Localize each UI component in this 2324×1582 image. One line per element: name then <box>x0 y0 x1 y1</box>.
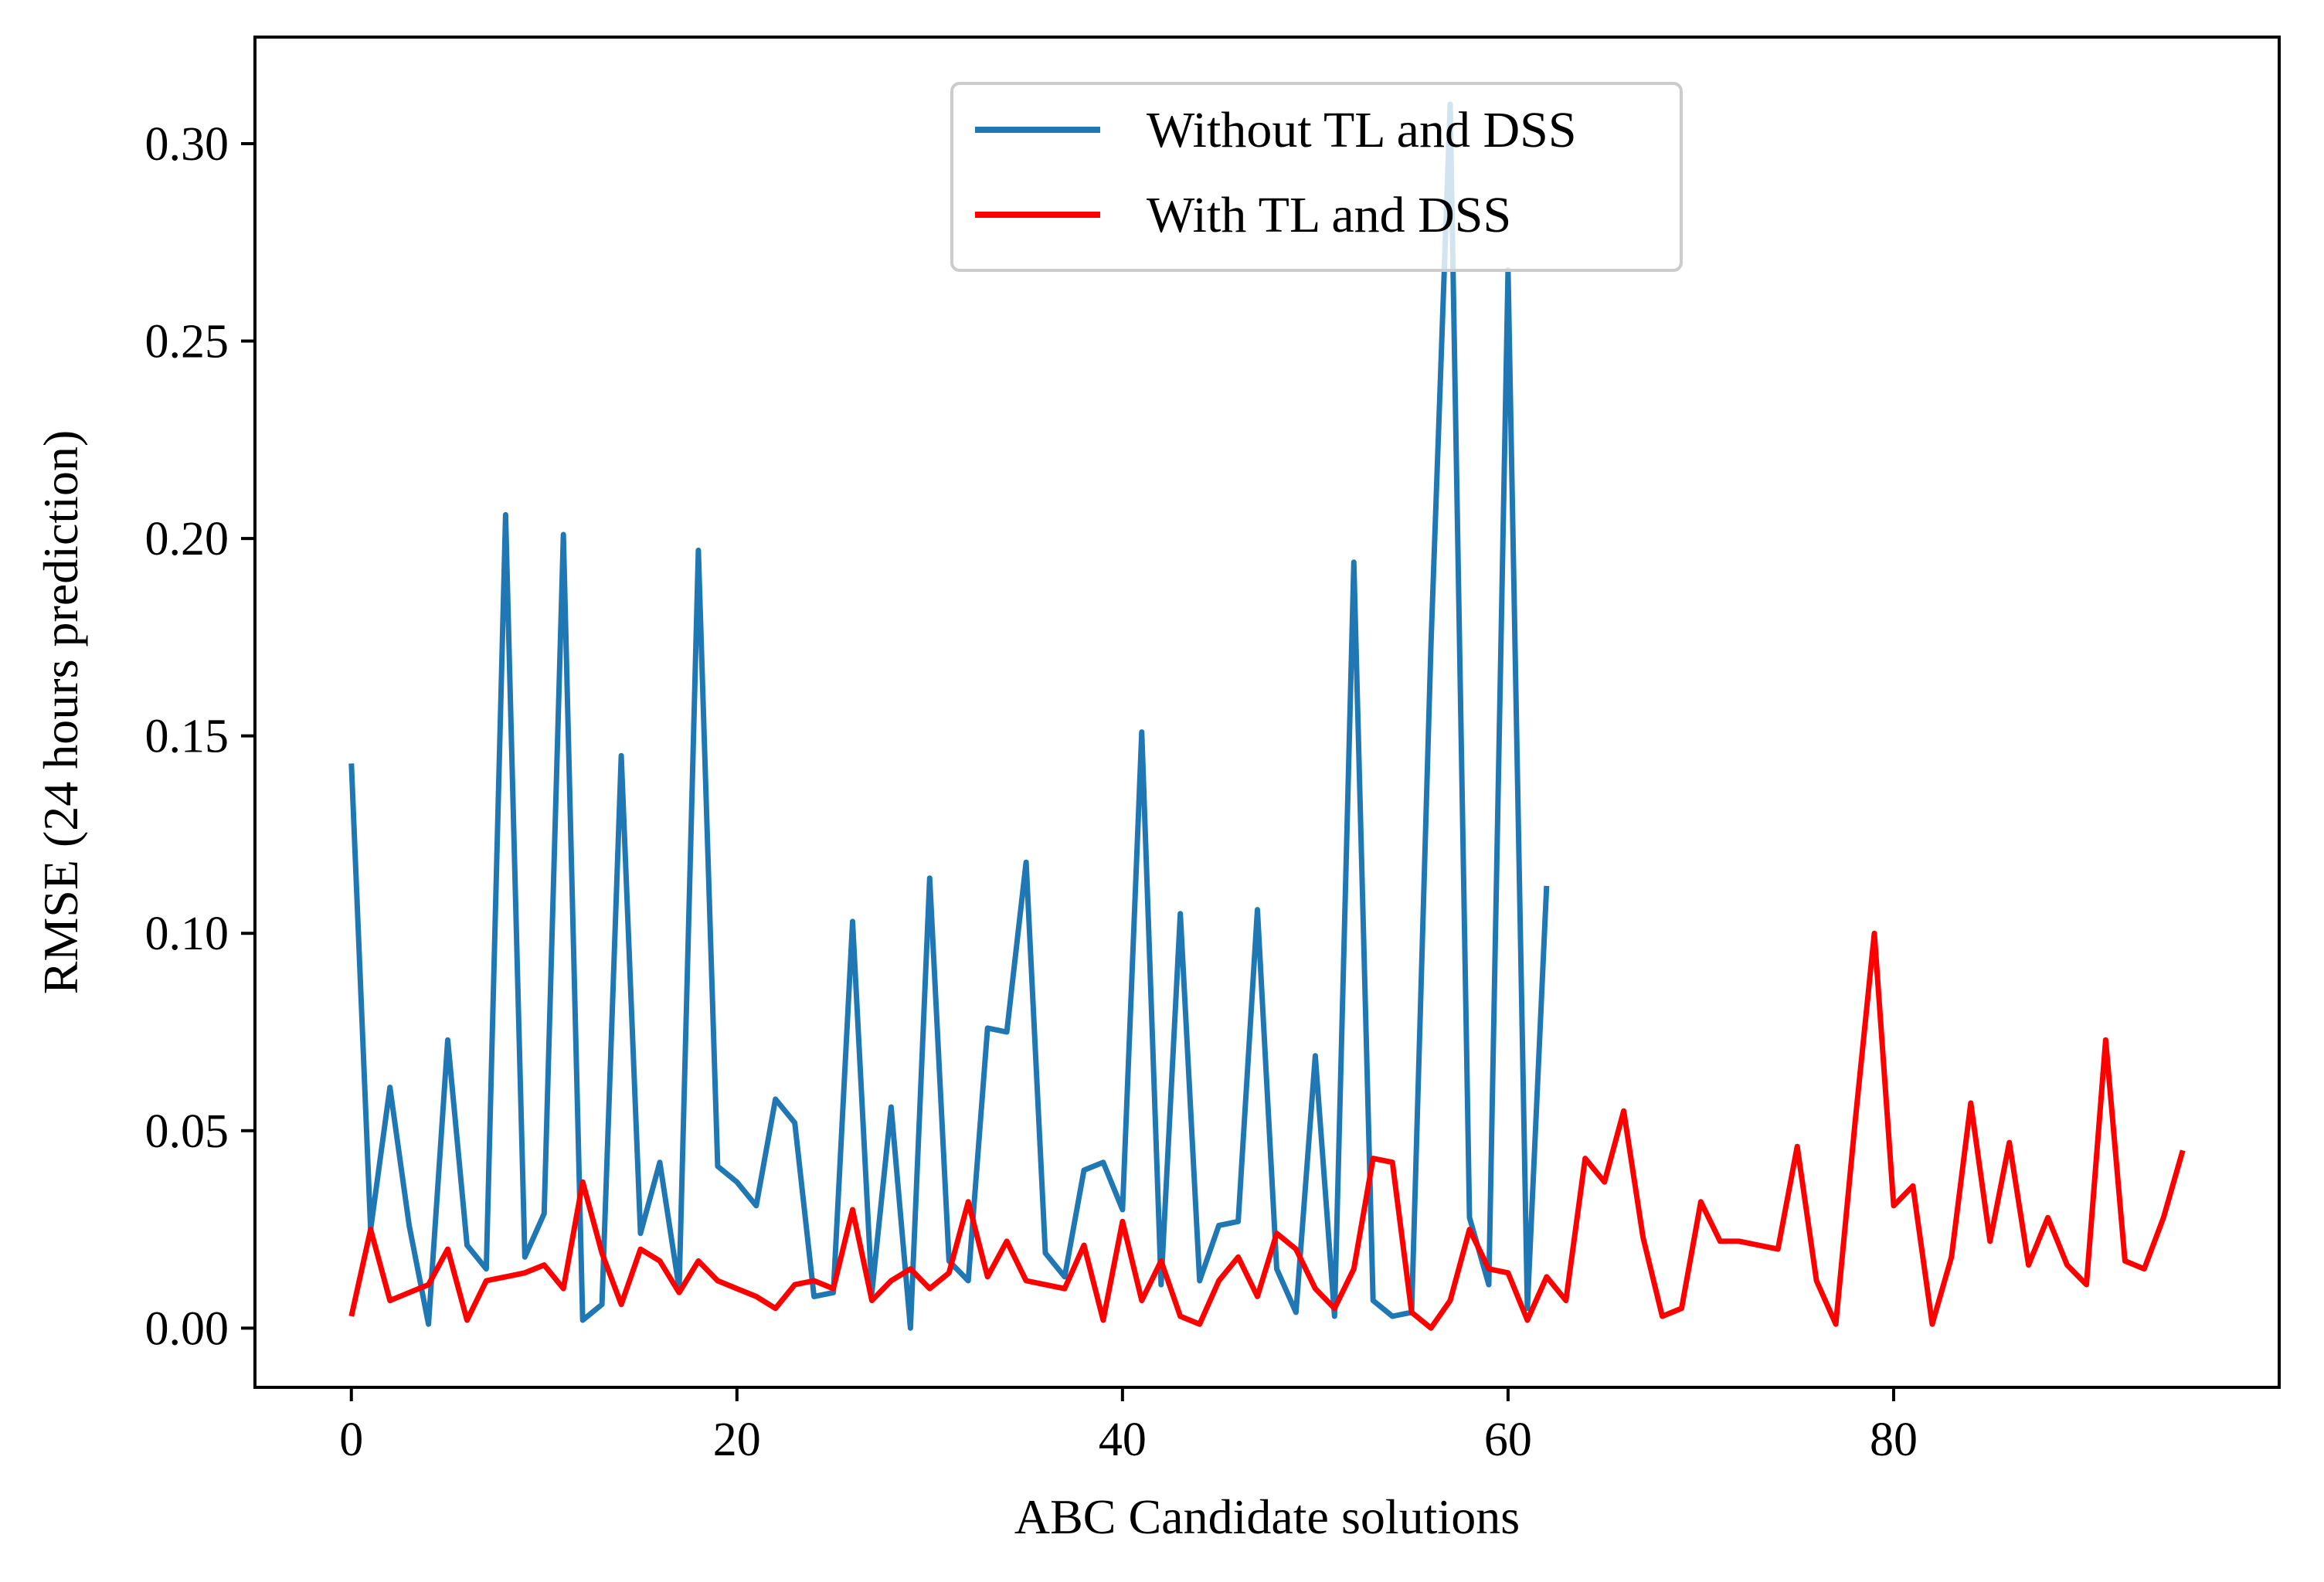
plot-frame <box>253 36 2281 1389</box>
x-tick-label: 40 <box>1099 1414 1147 1466</box>
legend-box <box>950 82 1683 272</box>
y-axis-title: RMSE (24 hours prediction) <box>33 430 88 995</box>
x-tick-label: 80 <box>1870 1414 1918 1466</box>
x-axis-title: ABC Candidate solutions <box>1014 1489 1520 1544</box>
y-tick-label: 0.15 <box>145 711 229 763</box>
x-tick-label: 60 <box>1484 1414 1532 1466</box>
x-tick-label: 20 <box>713 1414 761 1466</box>
series-line-with-tl-and-dss <box>348 930 2186 1331</box>
legend-label-without-tl-dss: Without TL and DSS <box>1147 102 1577 158</box>
y-tick-label: 0.10 <box>145 908 229 960</box>
series-line-without-tl-and-dss <box>348 101 1550 1331</box>
y-tick-label: 0.30 <box>145 118 229 171</box>
series-layer <box>348 101 2186 1331</box>
y-tick-label: 0.25 <box>145 316 229 368</box>
y-tick-label: 0.05 <box>145 1105 229 1158</box>
y-tick-label: 0.00 <box>145 1302 229 1355</box>
x-tick-label: 0 <box>339 1414 363 1466</box>
y-tick-label: 0.20 <box>145 513 229 565</box>
legend: Without TL and DSS With TL and DSS <box>950 82 1683 272</box>
legend-label-with-tl-dss: With TL and DSS <box>1147 187 1511 243</box>
axis-layer: 0 20 40 60 80 0.00 0.05 0.10 0.15 0.20 0.25 0.30 <box>145 118 1918 1466</box>
